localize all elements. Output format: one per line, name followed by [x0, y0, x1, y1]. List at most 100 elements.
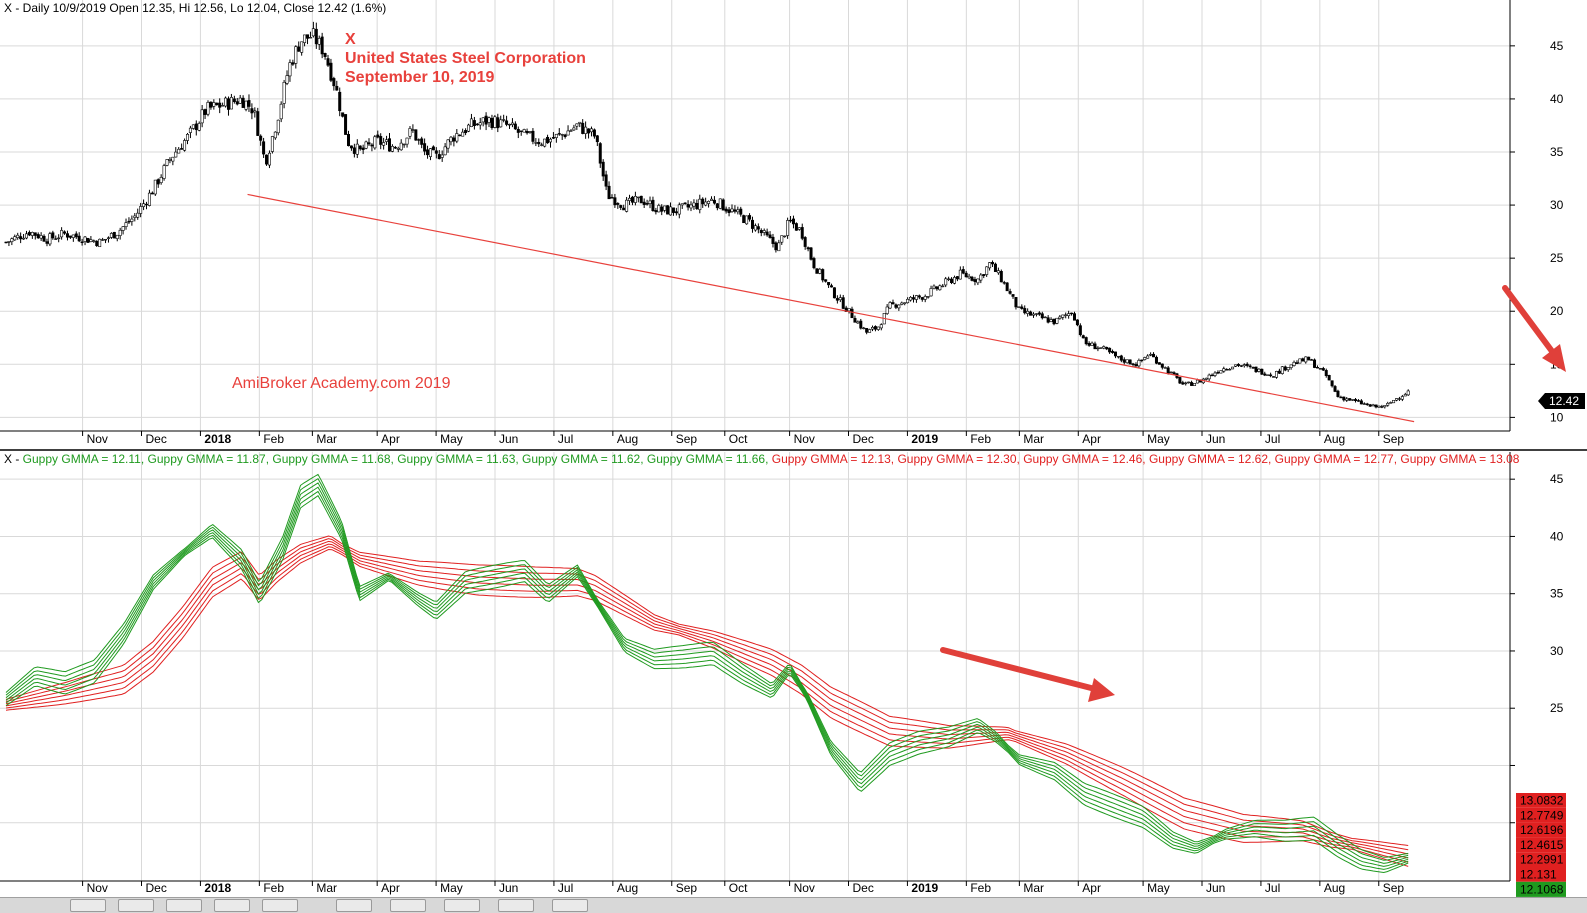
- candle-body: [693, 203, 695, 206]
- price-xtick-label: Nov: [794, 432, 815, 446]
- gmma-value-tags: 13.083212.774912.619612.461512.299112.13…: [1516, 793, 1566, 912]
- sheet-tab[interactable]: [444, 899, 480, 912]
- candle-body: [350, 146, 352, 148]
- candle-body: [830, 286, 832, 287]
- candle-body: [587, 129, 589, 133]
- candle-body: [637, 197, 639, 198]
- candle-body: [980, 275, 982, 280]
- gmma-panel-bg: [0, 452, 1510, 881]
- gmma-value-tag-text: 12.4615: [1520, 838, 1564, 852]
- candle-body: [857, 322, 859, 323]
- sheet-tab[interactable]: [262, 899, 298, 912]
- candle-body: [286, 76, 288, 84]
- sheet-tab[interactable]: [118, 899, 154, 912]
- candle-body: [57, 238, 59, 239]
- candle-body: [1123, 360, 1125, 363]
- candle-body: [959, 270, 961, 279]
- candle-body: [1167, 368, 1169, 373]
- candle-body: [1173, 373, 1175, 374]
- candle-body: [1026, 311, 1028, 313]
- candle-body: [614, 198, 616, 205]
- gmma-xtick-label: Apr: [381, 881, 400, 895]
- sheet-tab[interactable]: [70, 899, 106, 912]
- candle-body: [1120, 356, 1122, 360]
- candle-body: [786, 220, 788, 235]
- sheet-tab[interactable]: [498, 899, 534, 912]
- sheet-tab[interactable]: [336, 899, 372, 912]
- candle-body: [122, 227, 124, 231]
- candle-body: [669, 207, 671, 215]
- candle-body: [652, 200, 654, 211]
- candle-body: [461, 132, 463, 136]
- candle-body: [248, 100, 250, 106]
- candle-body: [1135, 364, 1137, 366]
- candle-body: [581, 123, 583, 133]
- candle-body: [1319, 368, 1321, 369]
- candle-body: [1346, 399, 1348, 400]
- gmma-xtick-label: Feb: [263, 881, 284, 895]
- candle-body: [1211, 375, 1213, 376]
- candle-body: [605, 175, 607, 186]
- candle-body: [508, 124, 510, 125]
- candle-body: [912, 298, 914, 300]
- candle-body: [429, 149, 431, 157]
- price-xtick-label: Oct: [729, 432, 748, 446]
- candle-body: [409, 128, 411, 136]
- candle-body: [1088, 343, 1090, 345]
- candle-body: [1044, 317, 1046, 318]
- candle-body: [1170, 372, 1172, 373]
- candle-body: [722, 200, 724, 210]
- candle-body: [432, 147, 434, 150]
- candle-body: [1258, 369, 1260, 371]
- candle-body: [947, 279, 949, 280]
- gmma-legend-entry: Guppy GMMA = 12.11,: [23, 452, 148, 466]
- candle-body: [391, 146, 393, 151]
- candle-body: [696, 203, 698, 208]
- candle-body: [292, 63, 294, 65]
- gmma-xtick-label: Aug: [1324, 881, 1345, 895]
- candle-body: [977, 279, 979, 283]
- gmma-xtick-label: 2019: [911, 881, 938, 895]
- gmma-xtick-label: Jul: [1265, 881, 1280, 895]
- candle-body: [640, 196, 642, 203]
- candle-body: [207, 102, 209, 114]
- candle-body: [892, 303, 894, 304]
- candle-body: [1255, 367, 1257, 372]
- candle-body: [634, 196, 636, 202]
- candle-body: [1290, 365, 1292, 368]
- candle-body: [1264, 374, 1266, 375]
- candle-body: [1155, 357, 1157, 363]
- sheet-tab[interactable]: [390, 899, 426, 912]
- candle-body: [1076, 320, 1078, 325]
- candle-body: [368, 143, 370, 144]
- candle-body: [63, 232, 65, 234]
- candle-body: [1062, 315, 1064, 317]
- price-ytick-label: 20: [1550, 304, 1564, 318]
- candle-body: [195, 124, 197, 130]
- candle-body: [1082, 336, 1084, 338]
- candle-body: [734, 210, 736, 212]
- candle-body: [400, 143, 402, 150]
- sheet-tab[interactable]: [214, 899, 250, 912]
- candle-body: [412, 130, 414, 131]
- candle-body: [939, 286, 941, 290]
- candle-body: [1111, 351, 1113, 352]
- candle-body: [538, 142, 540, 144]
- sheet-tab[interactable]: [166, 899, 202, 912]
- candle-body: [1091, 343, 1093, 345]
- gmma-xtick-label: Mar: [316, 881, 337, 895]
- candle-body: [476, 124, 478, 125]
- candle-body: [295, 47, 297, 64]
- sheet-tab[interactable]: [552, 899, 588, 912]
- candle-body: [1003, 282, 1005, 283]
- candle-body: [1029, 312, 1031, 315]
- gmma-legend-entry: Guppy GMMA = 12.62,: [1149, 452, 1275, 466]
- candle-body: [467, 125, 469, 131]
- candle-body: [617, 203, 619, 204]
- candle-body: [517, 129, 519, 132]
- candle-body: [31, 232, 33, 235]
- candle-body: [306, 35, 308, 39]
- candle-body: [257, 112, 259, 136]
- candle-body: [541, 145, 543, 146]
- candle-body: [699, 199, 701, 209]
